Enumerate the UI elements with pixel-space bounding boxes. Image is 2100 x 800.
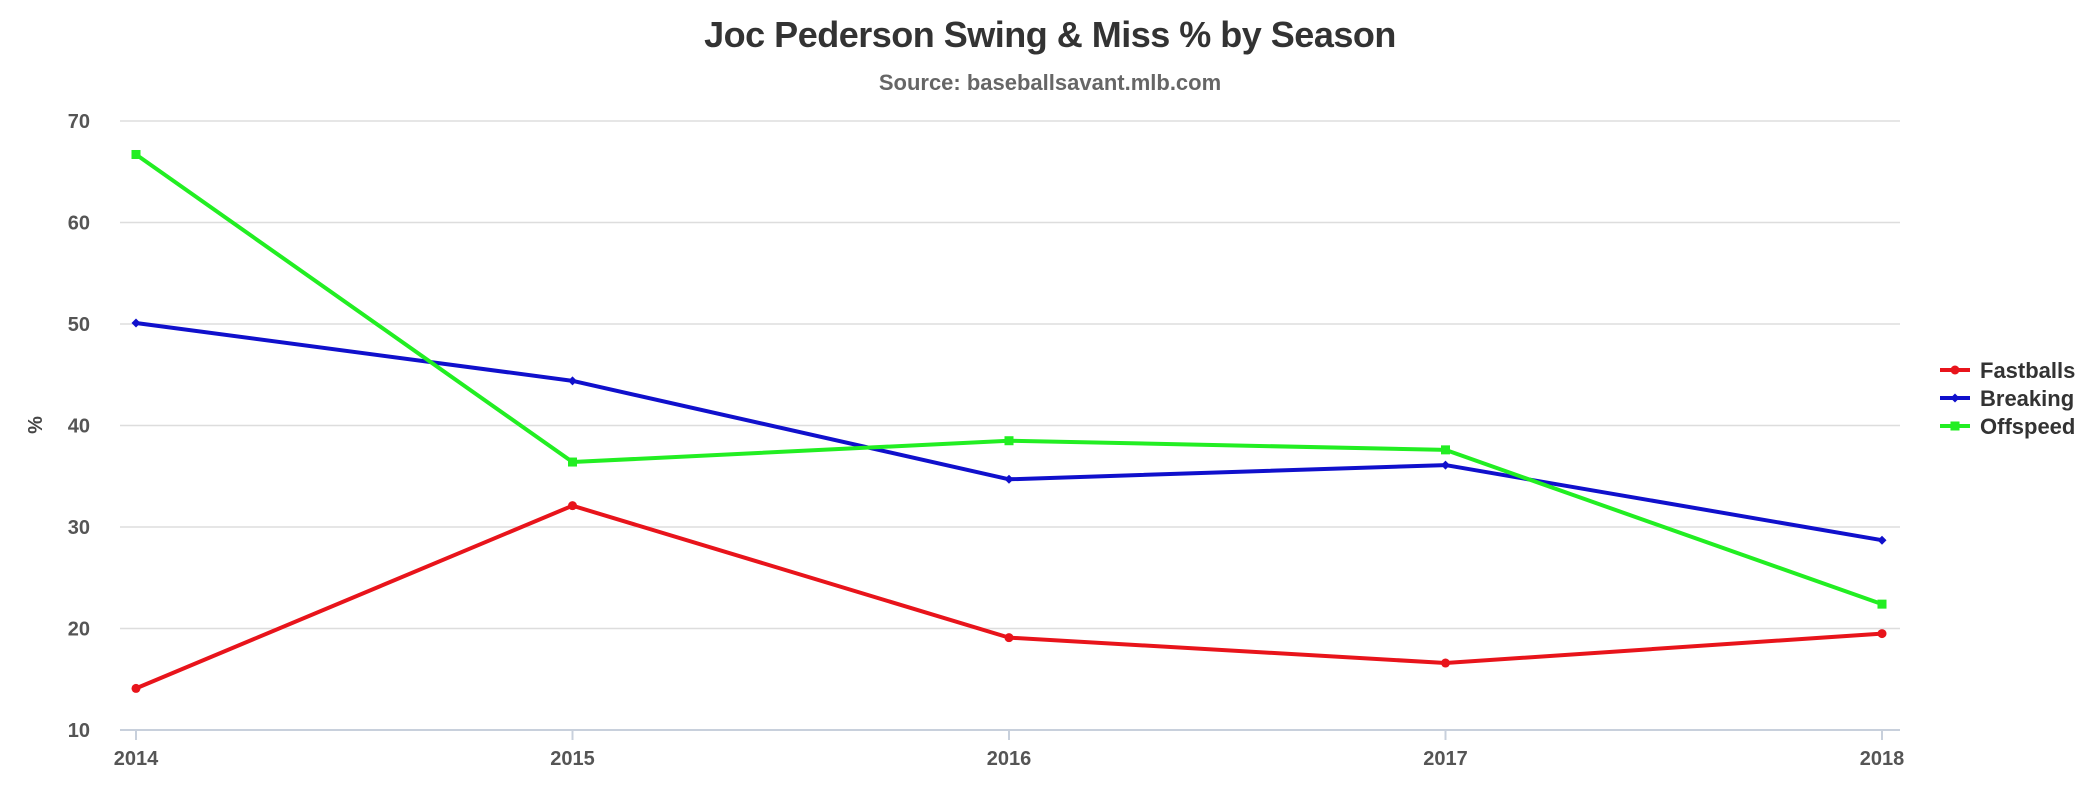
- data-point-breaking: [1004, 474, 1014, 484]
- y-tick-label: 20: [68, 619, 90, 641]
- series-line-breaking: [134, 320, 1884, 543]
- data-point-breaking: [568, 376, 577, 386]
- legend-marker-offspeed: [1950, 421, 1960, 431]
- data-point-breaking: [1441, 460, 1450, 470]
- legend-label-offspeed: Offspeed: [1980, 414, 2075, 439]
- legend-label-breaking: Breaking: [1980, 386, 2074, 411]
- y-axis-label: %: [25, 416, 47, 434]
- data-point-breaking: [131, 318, 141, 328]
- x-tick-label: 2014: [114, 748, 159, 770]
- data-point-offspeed: [568, 457, 577, 467]
- y-tick-label: 10: [68, 720, 90, 742]
- x-tick-label: 2017: [1423, 748, 1468, 770]
- y-tick-label: 50: [68, 314, 90, 336]
- data-point-breaking: [1877, 535, 1887, 545]
- x-tick-label: 2018: [1860, 748, 1905, 770]
- chart-title: Joc Pederson Swing & Miss % by Season: [704, 14, 1396, 55]
- data-point-offspeed: [1877, 599, 1887, 609]
- data-point-offspeed: [1441, 445, 1450, 455]
- legend-marker-fastballs: [1950, 365, 1960, 375]
- y-tick-label: 60: [68, 213, 90, 235]
- series-line-fastballs: [134, 503, 1884, 691]
- data-point-offspeed: [131, 149, 141, 159]
- legend-label-fastballs: Fastballs: [1980, 358, 2075, 383]
- x-tick-label: 2016: [987, 748, 1032, 770]
- data-point-fastballs: [1441, 658, 1450, 668]
- y-tick-label: 40: [68, 416, 90, 438]
- x-tick-label: 2015: [550, 748, 595, 770]
- legend-marker-breaking: [1950, 393, 1960, 403]
- data-point-fastballs: [1877, 629, 1887, 639]
- data-point-offspeed: [1004, 436, 1014, 446]
- y-tick-label: 70: [68, 111, 90, 133]
- data-point-fastballs: [131, 683, 141, 693]
- y-tick-label: 30: [68, 517, 90, 539]
- chart-subtitle: Source: baseballsavant.mlb.com: [878, 70, 1222, 95]
- data-point-fastballs: [1004, 633, 1014, 643]
- data-point-fastballs: [568, 501, 577, 511]
